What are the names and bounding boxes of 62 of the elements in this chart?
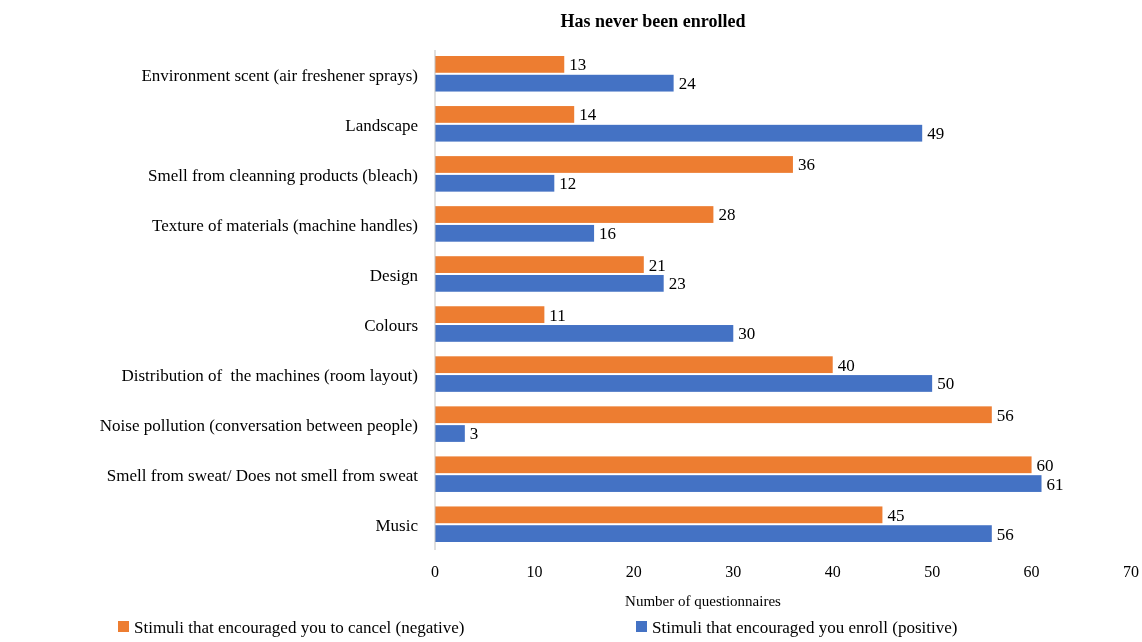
- bar: [435, 124, 923, 142]
- y-tick-label: Texture of materials (machine handles): [152, 215, 418, 235]
- data-label: 3: [469, 424, 479, 444]
- bar: [435, 274, 664, 292]
- y-tick-label: Noise pollution (conversation between people): [99, 416, 418, 436]
- bar: [435, 224, 595, 242]
- data-label: 30: [738, 324, 756, 344]
- y-tick-label: Landscape: [345, 115, 418, 135]
- x-tick-label: 30: [725, 563, 742, 580]
- bar: [435, 425, 465, 442]
- bar: [435, 174, 555, 192]
- bar: [435, 256, 644, 273]
- x-tick-label: 70: [1123, 563, 1139, 580]
- x-tick-label: 20: [625, 563, 642, 580]
- bar: [435, 306, 545, 324]
- y-tick-label: Distribution of the machines (room layout): [121, 366, 418, 386]
- bar: [435, 475, 1042, 492]
- x-tick-label: 0: [431, 563, 439, 580]
- data-label: 40: [837, 355, 855, 375]
- bar: [435, 106, 575, 123]
- chart-title: Has never been enrolled: [560, 11, 746, 31]
- data-label: 36: [797, 155, 815, 175]
- data-label: 23: [668, 274, 686, 294]
- data-label: 16: [599, 224, 617, 244]
- y-tick-label: Colours: [364, 315, 418, 335]
- bar: [435, 375, 933, 392]
- x-axis-title: Number of questionnaires: [625, 593, 782, 609]
- x-tick-label: 10: [526, 563, 543, 580]
- bar: [435, 325, 734, 342]
- data-label: 60: [1036, 455, 1054, 475]
- y-tick-label: Environment scent (air freshener sprays): [141, 65, 418, 85]
- data-label: 21: [648, 255, 666, 275]
- bar: [435, 356, 833, 374]
- data-label: 50: [937, 374, 955, 394]
- bar: [435, 525, 992, 542]
- bar: [435, 56, 565, 73]
- data-label: 61: [1046, 474, 1064, 494]
- legend-label: Stimuli that encouraged you to cancel (negative): [134, 617, 465, 637]
- data-label: 28: [718, 205, 736, 225]
- bar: [435, 406, 992, 424]
- bar: [435, 206, 714, 223]
- legend-label: Stimuli that encouraged you enroll (positive): [652, 617, 958, 637]
- data-label: 49: [927, 124, 945, 144]
- y-tick-label: Smell from sweat/ Does not smell from sweat: [106, 466, 419, 486]
- bar: [435, 456, 1032, 474]
- data-label: 13: [569, 55, 587, 75]
- data-label: 12: [559, 174, 577, 194]
- bar: [435, 74, 674, 92]
- data-label: 11: [549, 305, 566, 325]
- data-label: 56: [996, 405, 1014, 425]
- data-label: 45: [887, 505, 905, 525]
- y-tick-label: Design: [369, 265, 419, 285]
- bar: [435, 506, 883, 524]
- y-tick-label: Smell from cleanning products (bleach): [147, 165, 418, 185]
- data-label: 14: [579, 105, 597, 125]
- data-label: 56: [996, 524, 1014, 544]
- x-tick-label: 40: [824, 563, 841, 580]
- x-tick-label: 60: [1023, 563, 1040, 580]
- data-label: 24: [678, 74, 697, 94]
- x-tick-label: 50: [924, 563, 941, 580]
- y-tick-label: Music: [375, 516, 419, 536]
- bar: [435, 156, 793, 173]
